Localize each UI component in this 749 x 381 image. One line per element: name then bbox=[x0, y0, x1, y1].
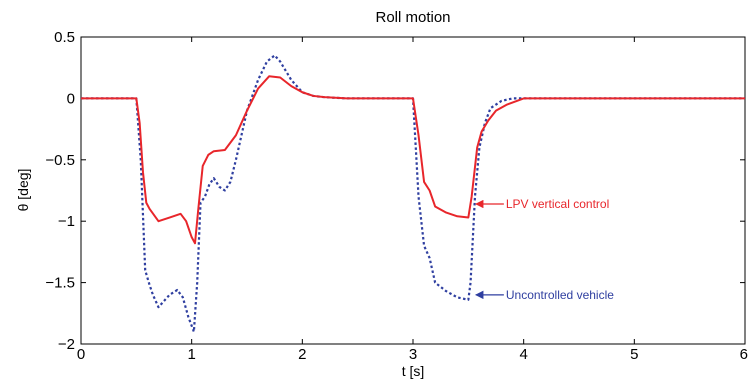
annotation-uncontrolled: Uncontrolled vehicle bbox=[475, 288, 614, 302]
x-axis-ticks: 0 1 2 3 4 5 6 bbox=[77, 37, 748, 363]
x-axis-label: t [s] bbox=[402, 363, 425, 379]
x-tick-label: 1 bbox=[187, 346, 195, 363]
x-tick-label: 2 bbox=[298, 346, 306, 363]
annotation-label-uncontrolled: Uncontrolled vehicle bbox=[506, 288, 614, 302]
x-tick-label: 3 bbox=[409, 346, 417, 363]
series-line-lpv-vertical-control bbox=[81, 75, 745, 245]
x-tick-label: 0 bbox=[77, 346, 85, 363]
y-tick-label: −1 bbox=[58, 213, 75, 230]
series-group bbox=[81, 54, 745, 333]
series-line-uncontrolled-vehicle bbox=[81, 54, 745, 333]
x-tick-label: 6 bbox=[740, 346, 748, 363]
y-tick-label: −2 bbox=[58, 336, 75, 353]
y-tick-label: −0.5 bbox=[45, 152, 75, 169]
y-tick-label: 0.5 bbox=[54, 29, 75, 46]
y-tick-label: 0 bbox=[67, 90, 75, 107]
annotation-label-lpv: LPV vertical control bbox=[506, 197, 609, 211]
x-tick-label: 5 bbox=[630, 346, 638, 363]
chart-title: Roll motion bbox=[375, 9, 450, 26]
y-axis-ticks: 0.5 0 −0.5 −1 −1.5 −2 bbox=[45, 29, 745, 353]
plot-area-frame bbox=[80, 36, 746, 345]
y-axis-label: θ [deg] bbox=[15, 169, 31, 212]
y-tick-label: −1.5 bbox=[45, 275, 75, 292]
annotation-lpv: LPV vertical control bbox=[475, 197, 609, 211]
x-tick-label: 4 bbox=[519, 346, 527, 363]
